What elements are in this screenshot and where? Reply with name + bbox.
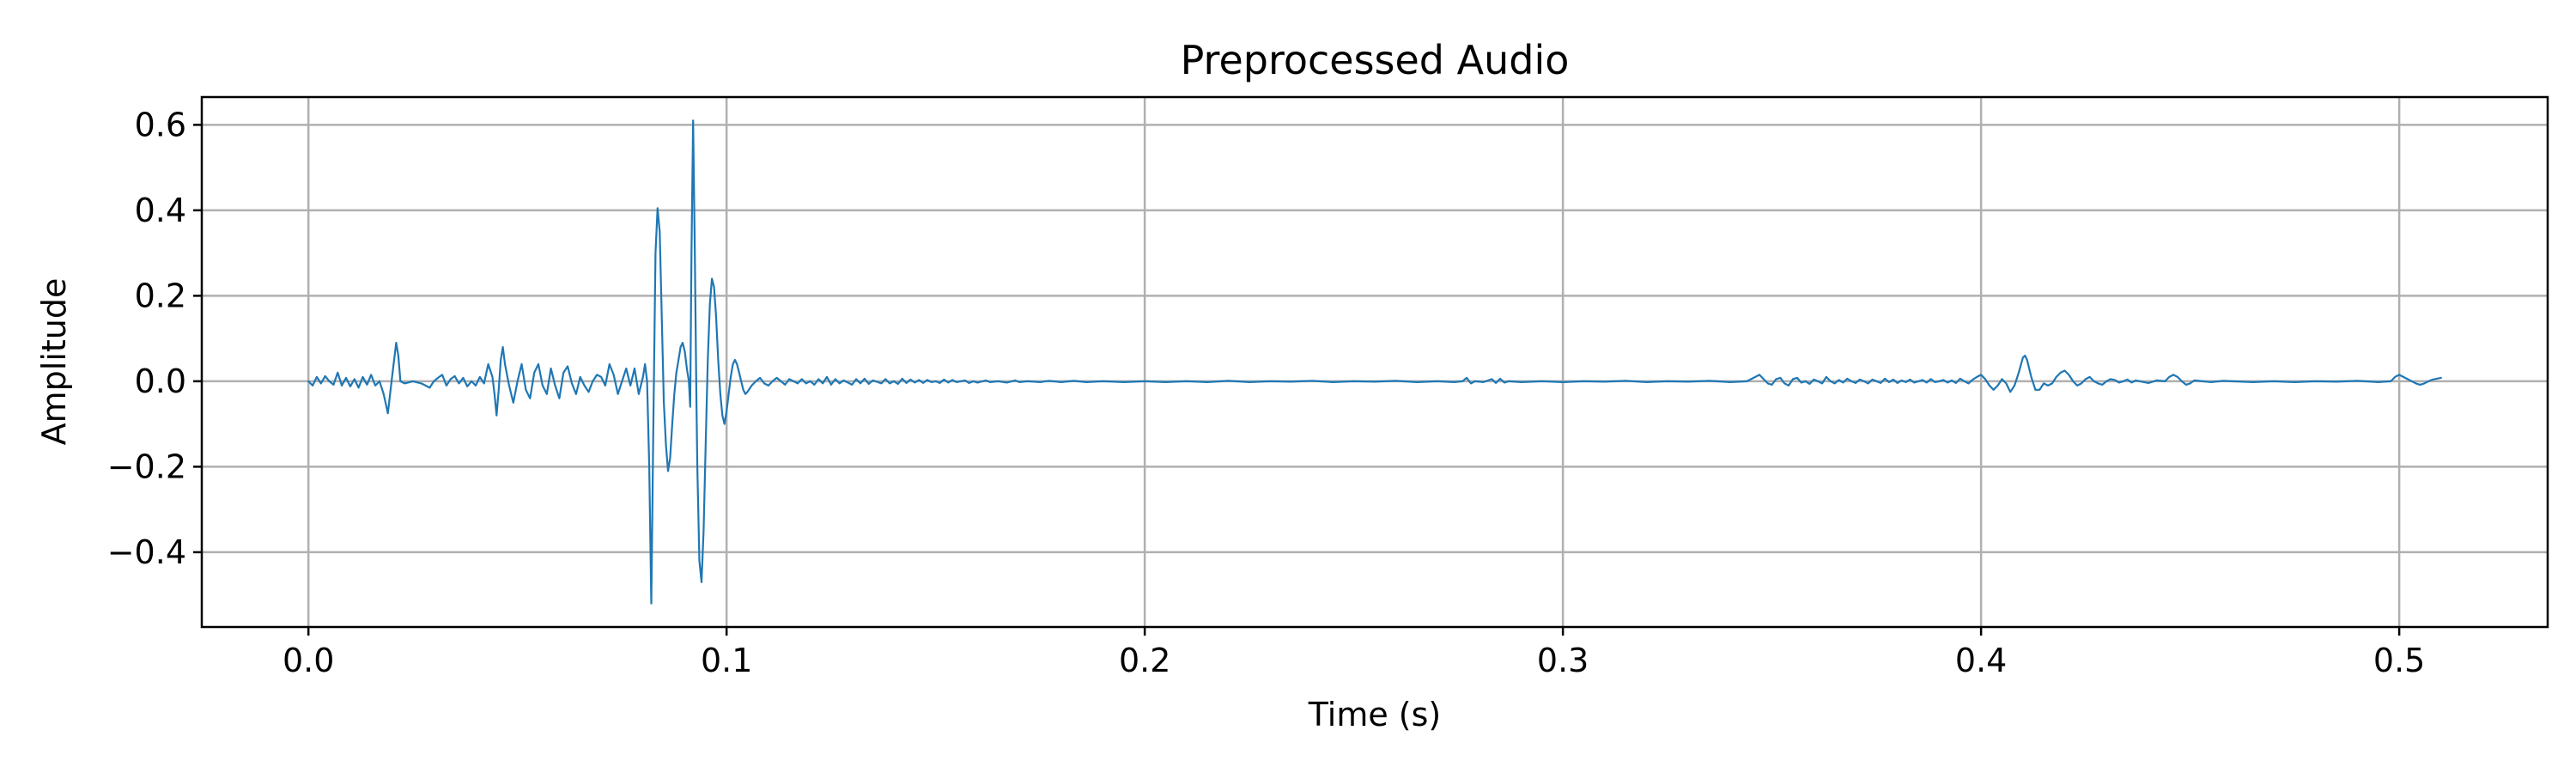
y-tick-label: −0.4 bbox=[107, 533, 186, 571]
waveform-series-line bbox=[307, 119, 2442, 605]
y-tick-label: −0.2 bbox=[107, 447, 186, 485]
y-tick-label: 0.2 bbox=[135, 277, 186, 314]
x-axis-ticks: 0.0 0.1 0.2 0.3 0.4 0.5 bbox=[283, 627, 2425, 679]
y-axis-ticks: 0.6 0.4 0.2 0.0 −0.2 −0.4 bbox=[107, 106, 202, 571]
y-axis-title: Amplitude bbox=[35, 278, 73, 446]
chart-title: Preprocessed Audio bbox=[1181, 37, 1570, 83]
plot-area-background bbox=[202, 97, 2548, 627]
x-tick-label: 0.2 bbox=[1119, 642, 1170, 679]
plot-frame bbox=[200, 95, 2549, 629]
x-axis-title: Time (s) bbox=[1308, 696, 1442, 733]
y-tick-label: 0.0 bbox=[135, 362, 186, 400]
y-tick-label: 0.6 bbox=[135, 106, 186, 143]
x-tick-label: 0.1 bbox=[701, 642, 752, 679]
x-tick-label: 0.5 bbox=[2373, 642, 2425, 679]
line-layer bbox=[307, 119, 2442, 605]
x-tick-label: 0.0 bbox=[283, 642, 334, 679]
y-tick-label: 0.4 bbox=[135, 192, 186, 229]
x-tick-label: 0.4 bbox=[1955, 642, 2007, 679]
x-tick-label: 0.3 bbox=[1537, 642, 1589, 679]
